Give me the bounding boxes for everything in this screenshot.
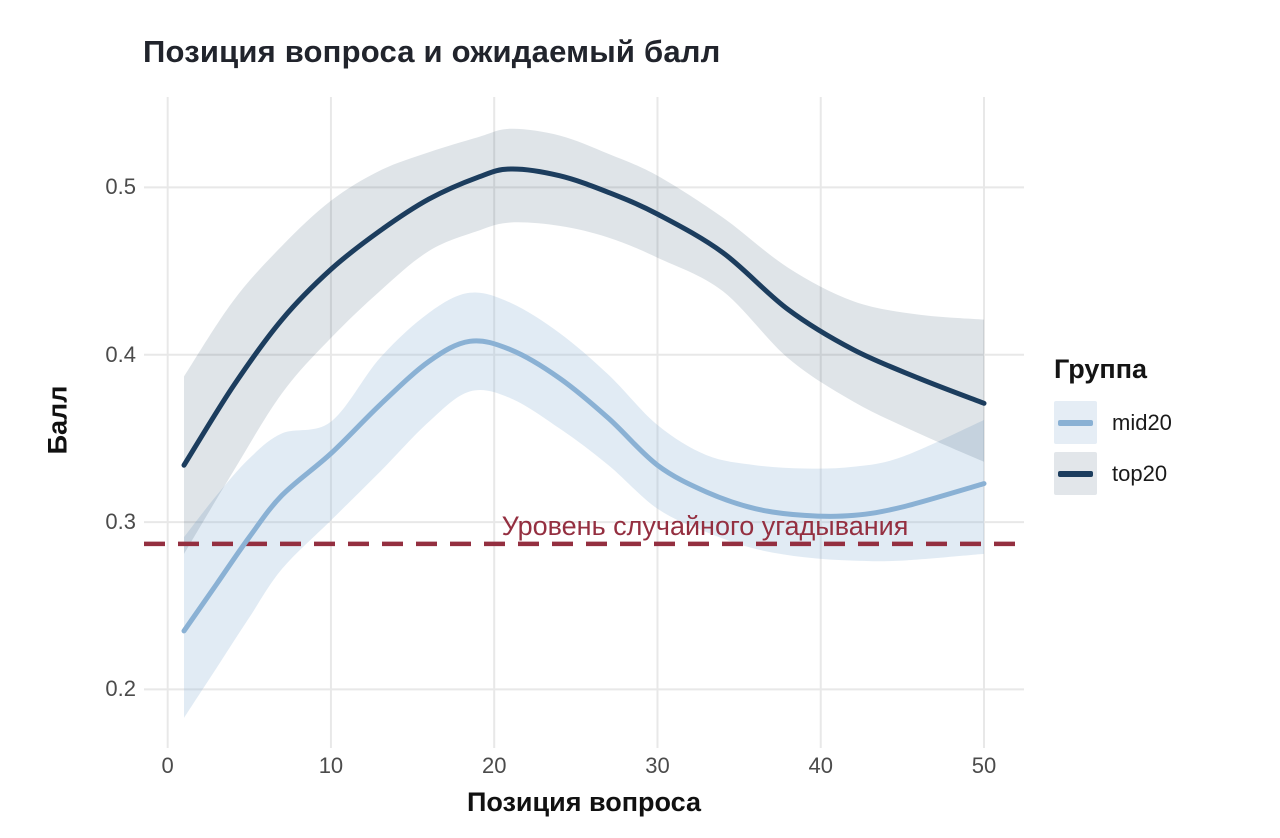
x-tick-label: 30: [645, 753, 670, 778]
mid20-legend-key-line: [1058, 419, 1093, 426]
top20-confidence-band: [184, 128, 984, 554]
top20-line: [181, 166, 987, 468]
gridlines: [144, 97, 1024, 748]
confidence-bands: [184, 128, 984, 718]
y-tick-label: 0.5: [105, 174, 136, 200]
y-axis-title: Балл: [42, 385, 73, 455]
y-tick-label: 0.3: [105, 509, 136, 535]
x-tick-label: 40: [808, 753, 833, 778]
top20-legend-key-line: [1058, 470, 1093, 477]
mid20-line: [181, 338, 987, 634]
top20-legend-label: top20: [1112, 460, 1168, 486]
legend-title: Группа: [1054, 354, 1148, 384]
x-tick-label: 10: [318, 753, 344, 778]
x-tick-label: 50: [971, 753, 997, 778]
legend-entry-mid20: mid20: [1054, 401, 1274, 444]
x-axis-title: Позиция вопроса: [466, 787, 702, 817]
y-tick-label: 0.4: [105, 341, 136, 367]
series-lines: [181, 166, 987, 634]
random-guess-annotation: Уровень случайного угадывания: [501, 511, 909, 541]
x-tick-label: 20: [481, 753, 507, 778]
top20-legend-swatch: [1054, 452, 1097, 495]
legend-entries: mid20 top20: [1054, 401, 1274, 495]
plot-title: Позиция вопроса и ожидаемый балл: [143, 34, 721, 69]
x-tick-label: 0: [161, 753, 174, 778]
mid20-legend-label: mid20: [1112, 409, 1172, 435]
y-tick-label: 0.2: [105, 676, 136, 702]
legend: Группа mid20 top20: [1054, 354, 1274, 503]
mid20-legend-swatch: [1054, 401, 1097, 444]
legend-entry-top20: top20: [1054, 452, 1274, 495]
